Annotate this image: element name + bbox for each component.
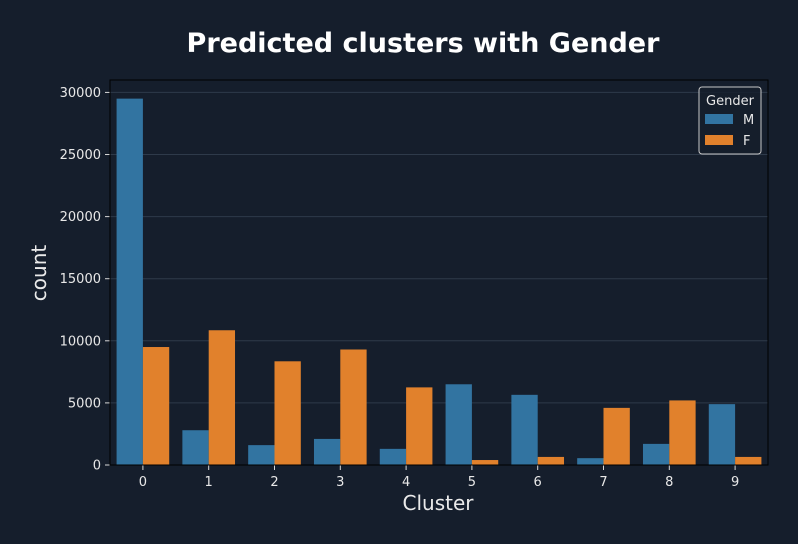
x-tick-label: 6: [534, 475, 542, 490]
x-tick-label: 7: [599, 475, 607, 490]
bar-F-cluster-0: [142, 347, 170, 465]
bar-F-cluster-5: [471, 460, 499, 465]
bar-F-cluster-7: [603, 407, 630, 465]
bar-M-cluster-8: [642, 443, 670, 465]
x-tick-label: 4: [402, 475, 410, 490]
legend-swatch-F: [705, 135, 733, 145]
bar-M-cluster-1: [182, 430, 209, 465]
y-tick-label: 30000: [60, 86, 101, 101]
bar-M-cluster-3: [313, 438, 341, 465]
x-tick-label: 9: [731, 475, 739, 490]
bar-F-cluster-8: [669, 400, 696, 465]
y-axis-label: count: [27, 245, 51, 302]
x-tick-label: 1: [205, 475, 213, 490]
y-tick-label: 25000: [60, 148, 101, 163]
x-tick-label: 2: [270, 475, 278, 490]
plot-area: 0 1 2 3 4 5 6 7 8 9 0 5000 10000 15000 20000 25000 30000: [60, 79, 769, 490]
y-tick-label: 5000: [68, 396, 101, 411]
y-tick-label: 20000: [60, 210, 101, 225]
bar-M-cluster-2: [248, 445, 275, 465]
legend-title: Gender: [706, 94, 755, 109]
x-tick-label: 5: [468, 475, 476, 490]
x-axis-label: Cluster: [403, 491, 475, 515]
bar-M-cluster-0: [116, 98, 143, 466]
bar-M-cluster-4: [379, 448, 407, 465]
bar-M-cluster-6: [511, 394, 538, 465]
plot-frame: [109, 79, 769, 466]
bar-F-cluster-3: [340, 349, 367, 465]
x-tick-label: 0: [139, 475, 147, 490]
legend: Gender MF: [698, 86, 762, 155]
y-tick-label: 10000: [60, 334, 101, 349]
bar-M-cluster-7: [577, 458, 604, 465]
bar-F-cluster-6: [537, 456, 565, 465]
y-tick-label: 15000: [60, 272, 101, 287]
bar-F-cluster-4: [406, 387, 433, 465]
y-tick-label: 0: [93, 459, 101, 474]
bar-M-cluster-9: [708, 404, 736, 465]
x-tick-label: 8: [665, 475, 673, 490]
x-tick-label: 3: [336, 475, 344, 490]
legend-label-F: F: [743, 134, 750, 149]
bar-F-cluster-2: [274, 361, 301, 465]
bar-F-cluster-1: [208, 330, 236, 465]
chart-title: Predicted clusters with Gender: [187, 28, 661, 59]
bar-F-cluster-9: [735, 456, 762, 465]
legend-label-M: M: [743, 113, 754, 128]
legend-swatch-M: [705, 114, 733, 124]
bar-M-cluster-5: [445, 384, 472, 465]
